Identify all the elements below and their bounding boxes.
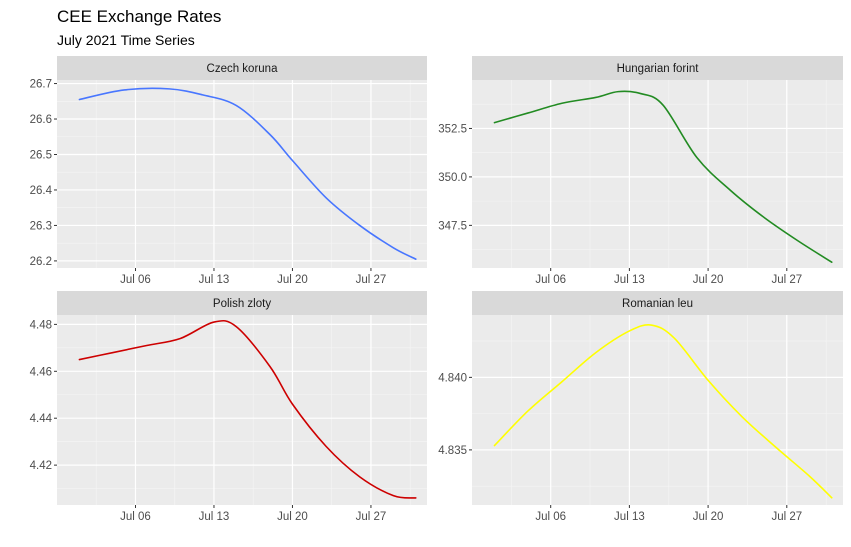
panel-hungarian-forint: Hungarian forint Jul 06 Jul 13 Jul 20 Jul 27…	[438, 56, 843, 286]
panel-polish-zloty: Polish zloty Jul 06 Jul 13 Jul 20 Jul 27 4.42…	[30, 291, 427, 523]
x-tick-label: Jul 13	[199, 511, 230, 523]
series-line-romanian-leu	[493, 324, 833, 499]
y-tick-label: 4.42	[30, 460, 52, 472]
x-tick-label: Jul 06	[535, 511, 566, 523]
panel-romanian-leu: Romanian leu Jul 06 Jul 13 Jul 20 Jul 27 4.83…	[438, 291, 843, 523]
y-tick-label: 26.3	[30, 220, 52, 232]
facet-label: Hungarian forint	[617, 63, 700, 75]
x-tick-label: Jul 20	[277, 274, 308, 286]
x-tick-label: Jul 27	[771, 274, 802, 286]
x-tick-label: Jul 06	[120, 511, 151, 523]
y-tick-label: 26.5	[30, 149, 52, 161]
panel-background	[57, 80, 427, 268]
x-tick-label: Jul 06	[120, 274, 151, 286]
panel-background	[57, 315, 427, 505]
y-tick-label: 350.0	[438, 172, 467, 184]
y-tick-label: 347.5	[438, 220, 467, 232]
facet-strip	[57, 291, 427, 315]
chart-subtitle: July 2021 Time Series	[57, 32, 195, 48]
y-tick-label: 4.835	[438, 445, 467, 457]
x-tick-label: Jul 20	[693, 274, 724, 286]
facet-label: Polish zloty	[213, 298, 271, 310]
panel-background	[472, 315, 843, 505]
facet-strip	[472, 56, 843, 80]
x-tick-label: Jul 27	[771, 511, 802, 523]
y-tick-label: 26.6	[30, 114, 52, 126]
x-tick-label: Jul 13	[614, 274, 645, 286]
y-tick-label: 26.7	[30, 79, 52, 91]
y-tick-label: 4.46	[30, 366, 52, 378]
x-tick-label: Jul 27	[356, 511, 387, 523]
facet-label: Czech koruna	[207, 63, 279, 75]
x-tick-label: Jul 13	[199, 274, 230, 286]
x-tick-label: Jul 06	[535, 274, 566, 286]
panel-czech-koruna: Czech koruna Jul 06 Jul 13 Jul 20 Jul 27 26.2…	[30, 56, 427, 286]
facet-strip	[472, 291, 843, 315]
chart-title: CEE Exchange Rates	[57, 7, 221, 26]
series-line-hungarian-forint	[493, 90, 833, 263]
y-tick-label: 26.2	[30, 256, 52, 268]
x-tick-label: Jul 13	[614, 511, 645, 523]
y-tick-label: 4.44	[30, 413, 53, 425]
y-tick-label: 352.5	[438, 123, 467, 135]
x-tick-label: Jul 20	[277, 511, 308, 523]
series-line-czech-koruna	[78, 87, 417, 260]
y-tick-label: 26.4	[30, 185, 53, 197]
y-tick-label: 4.840	[438, 372, 467, 384]
x-tick-label: Jul 27	[356, 274, 387, 286]
x-tick-label: Jul 20	[693, 511, 724, 523]
facet-label: Romanian leu	[622, 298, 693, 310]
facet-strip	[57, 56, 427, 80]
y-tick-label: 4.48	[30, 319, 52, 331]
series-line-polish-zloty	[78, 319, 417, 499]
